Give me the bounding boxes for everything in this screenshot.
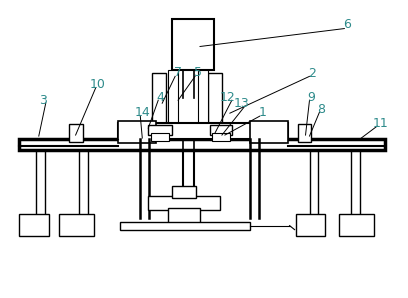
Bar <box>120 222 250 230</box>
Text: 8: 8 <box>317 103 326 116</box>
Text: 5: 5 <box>194 66 202 79</box>
Text: 13: 13 <box>234 97 250 110</box>
Text: 9: 9 <box>308 91 315 104</box>
Bar <box>168 70 178 128</box>
Bar <box>198 70 208 128</box>
Bar <box>208 73 222 123</box>
Bar <box>295 214 326 236</box>
Bar <box>118 121 156 143</box>
Bar <box>210 125 232 135</box>
Bar <box>297 124 311 142</box>
Text: 1: 1 <box>259 106 267 119</box>
Bar <box>172 18 214 70</box>
Text: 12: 12 <box>220 91 236 104</box>
Text: 11: 11 <box>373 117 388 130</box>
Bar <box>172 186 196 198</box>
Bar <box>148 196 220 210</box>
Text: 14: 14 <box>134 106 150 119</box>
Bar <box>19 139 385 150</box>
Bar <box>148 125 172 135</box>
Text: 2: 2 <box>308 67 317 80</box>
Bar <box>19 214 49 236</box>
Text: 4: 4 <box>156 91 164 104</box>
Bar <box>59 214 93 236</box>
Bar <box>152 73 166 123</box>
Text: 3: 3 <box>39 94 47 107</box>
Bar <box>250 121 288 143</box>
Text: 6: 6 <box>344 18 351 31</box>
Text: 10: 10 <box>90 78 105 91</box>
Bar <box>151 133 169 141</box>
Bar <box>339 214 374 236</box>
Bar <box>69 124 82 142</box>
Text: 7: 7 <box>174 66 182 79</box>
Bar <box>118 123 288 139</box>
Bar <box>168 208 200 224</box>
Bar <box>212 133 230 141</box>
